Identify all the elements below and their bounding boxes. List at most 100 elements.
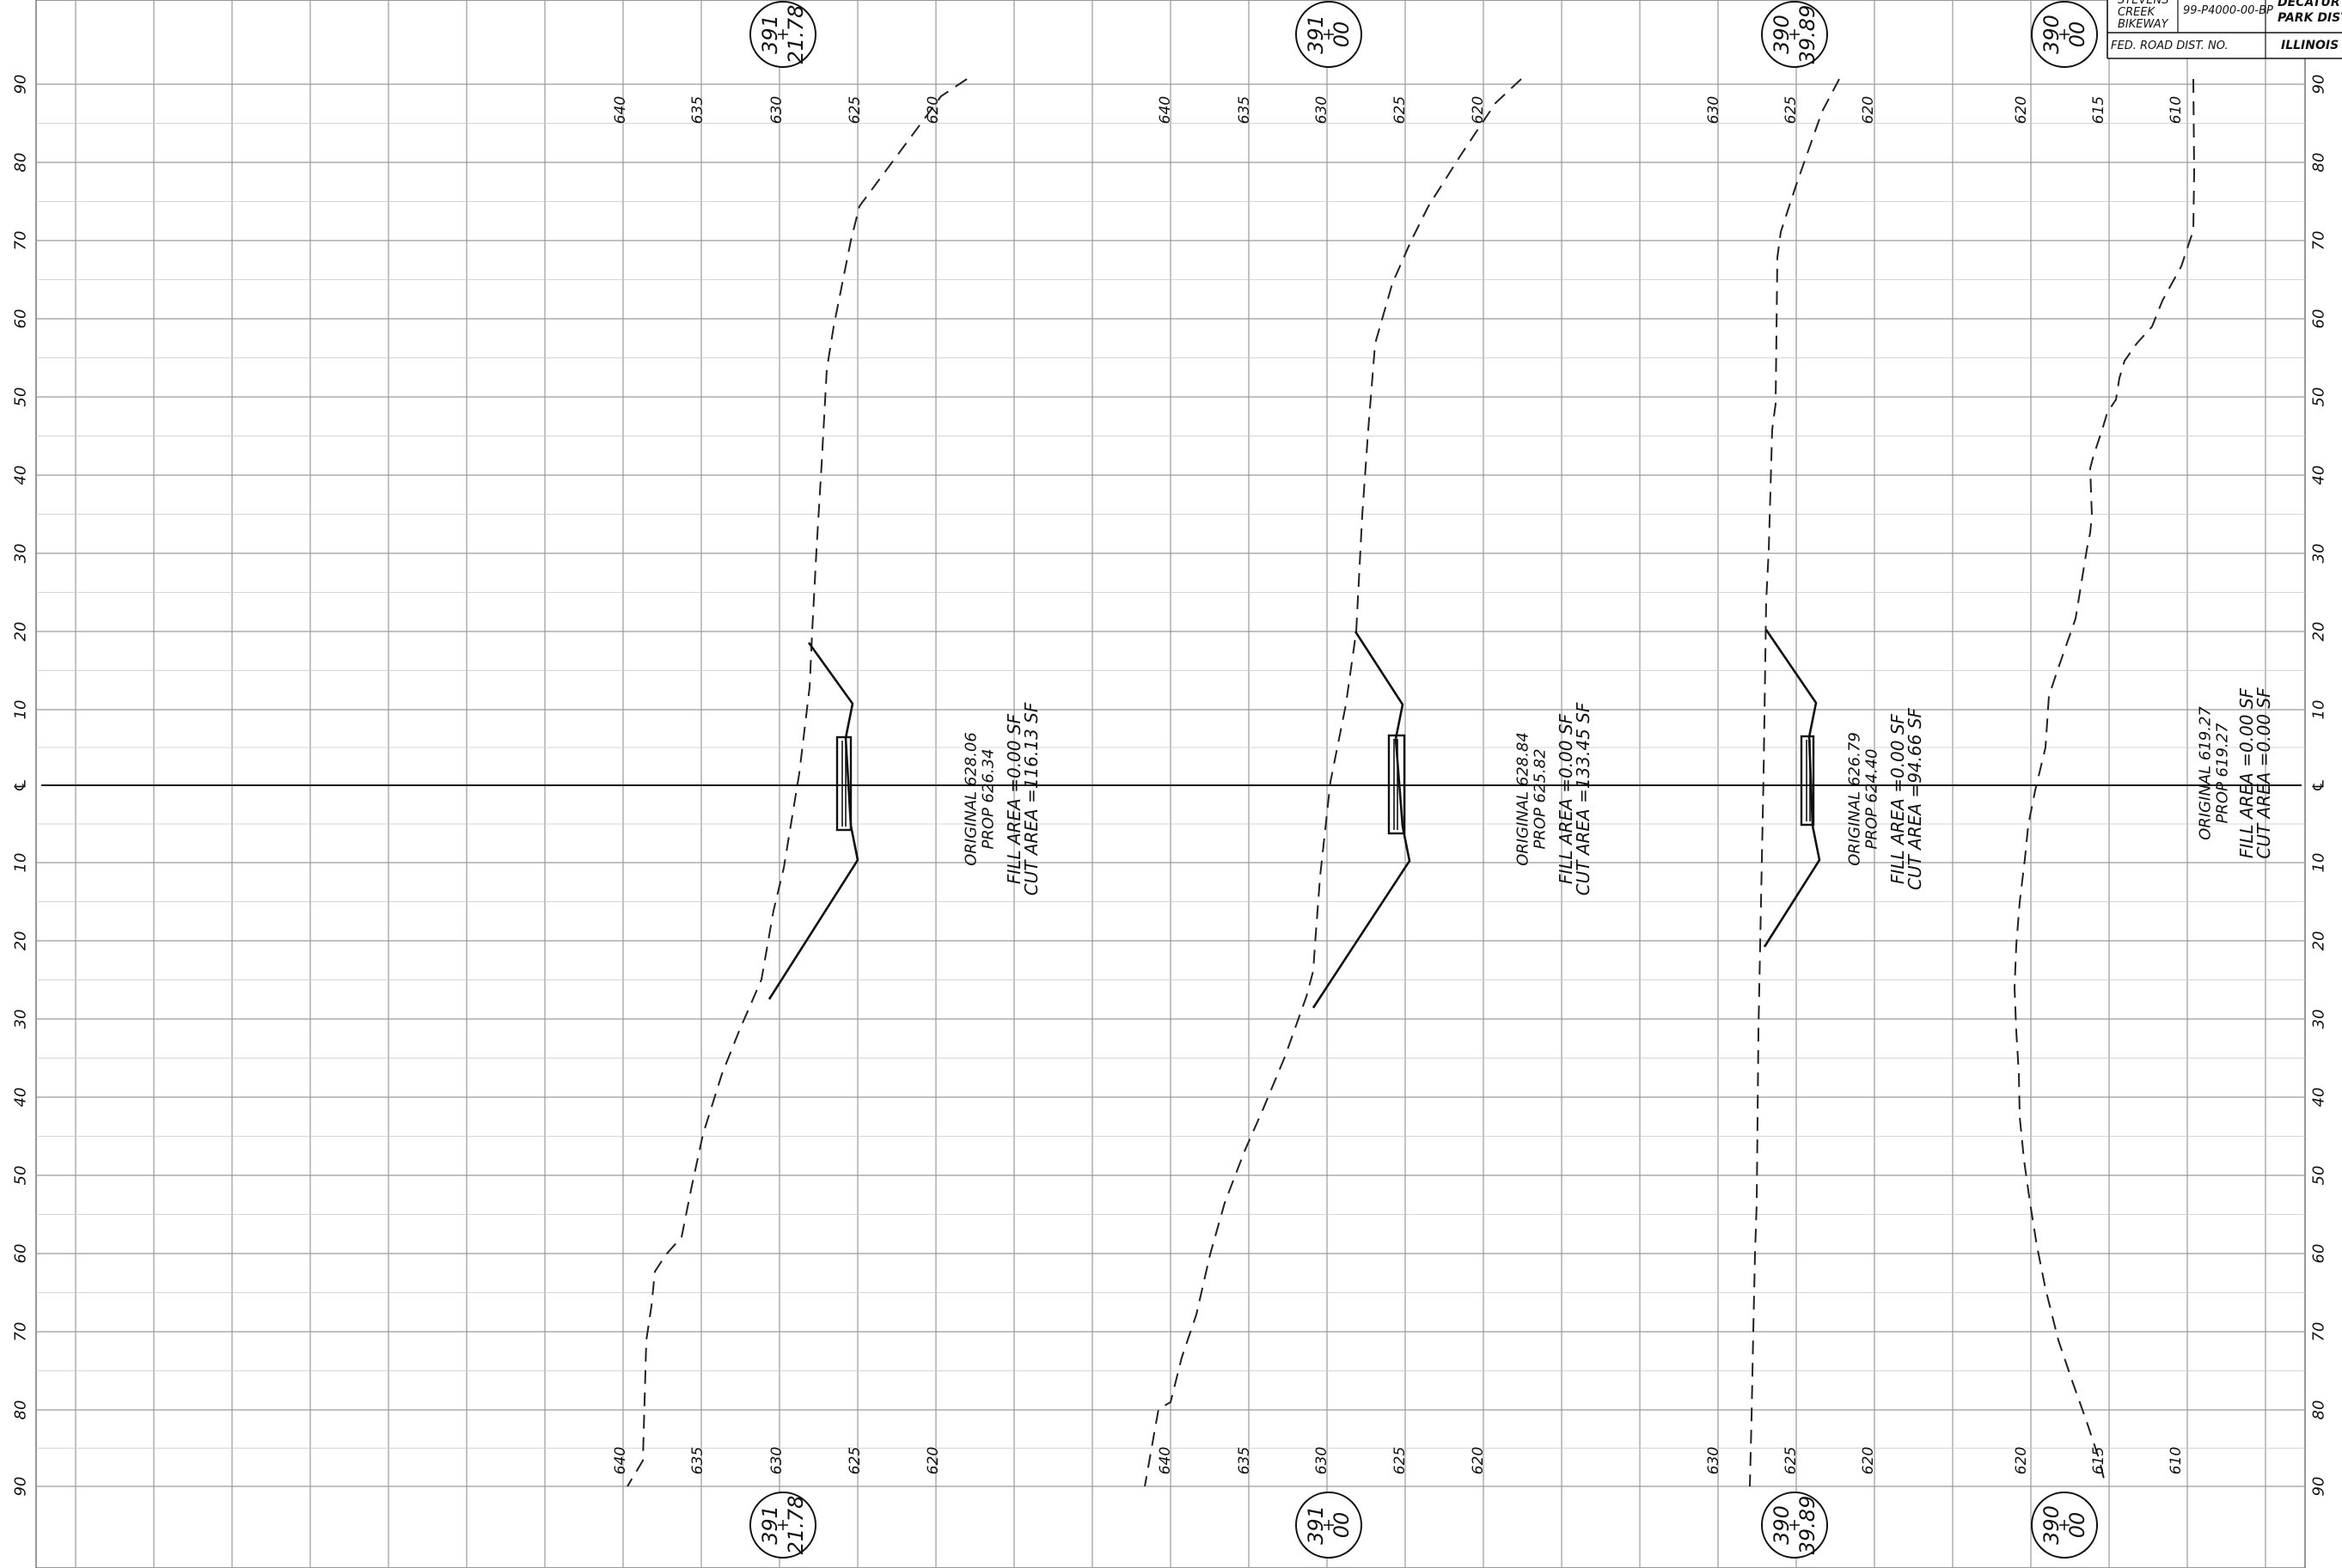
offset-label-left: 30 [12, 544, 30, 564]
title-agency-line1: DECATUR [2278, 0, 2340, 9]
offset-label-left: 20 [12, 622, 30, 642]
elevation-label-top-3: 630 [1705, 96, 1722, 124]
offset-label-left: 70 [12, 1322, 30, 1342]
station-bubble-bottom-4: 390 00 [2031, 1492, 2098, 1559]
prop-annotation-1: PROP 626.34 [980, 748, 998, 849]
original-annotation-2: ORIGINAL 628.84 [1514, 732, 1532, 866]
offset-label-right: 20 [2310, 622, 2328, 642]
station-bubble-top-2: 391 00 [1295, 1, 1362, 68]
title-agency-line2: PARK DIST [2278, 11, 2342, 25]
elevation-label-top-2: 635 [1236, 96, 1253, 124]
offset-label-left: 60 [12, 1244, 30, 1264]
elevation-label-bottom-3: 630 [1705, 1447, 1722, 1474]
proposed-sections [767, 629, 1821, 1009]
station-number: 390 [1770, 1505, 1794, 1545]
offset-label-left: 80 [12, 153, 30, 173]
station-plus: 21.78 [784, 1496, 808, 1555]
station-plus: 39.89 [1795, 5, 1819, 64]
elevation-label-bottom-2: 635 [1236, 1447, 1253, 1474]
title-project-line3: BIKEWAY [2118, 18, 2169, 31]
elevation-label-bottom-3: 620 [1860, 1447, 1877, 1474]
elevation-label-bottom-2: 640 [1157, 1447, 1174, 1474]
offset-label-left: 50 [12, 387, 30, 407]
ground-line-4 [2013, 78, 2196, 1487]
elevation-label-bottom-1: 625 [847, 1447, 864, 1474]
elevation-label-top-4: 620 [2013, 96, 2030, 124]
station-plus: 00 [2065, 1512, 2089, 1539]
offset-label-left: 10 [12, 853, 30, 873]
cut-annotation-1: CUT AREA =116.13 SF [1021, 702, 1042, 895]
elevation-label-bottom-4: 615 [2090, 1447, 2107, 1474]
offset-label-right: ℄ [2310, 778, 2328, 792]
title-project-line1: STEVENS [2118, 0, 2169, 7]
offset-label-left: 30 [12, 1010, 30, 1029]
station-bubble-top-3: 390 39.89 [1761, 1, 1828, 68]
offset-label-right: 10 [2310, 853, 2328, 873]
station-number: 390 [1770, 15, 1794, 54]
elevation-label-top-1: 625 [847, 96, 864, 124]
offset-label-right: 90 [2310, 1477, 2328, 1497]
elevation-label-top-2: 625 [1391, 96, 1409, 124]
offset-label-left: 80 [12, 1400, 30, 1420]
original-annotation-3: ORIGINAL 626.79 [1846, 732, 1864, 866]
offset-label-left: ℄ [12, 778, 30, 792]
offset-label-left: 10 [12, 700, 30, 720]
title-fed-road: FED. ROAD DIST. NO. [2111, 40, 2229, 52]
original-annotation-1: ORIGINAL 628.06 [963, 732, 981, 866]
station-bubble-bottom-1: 391 21.78 [749, 1492, 816, 1559]
offset-label-right: 60 [2310, 309, 2328, 329]
station-bubble-top-1: 391 21.78 [749, 1, 816, 68]
station-number: 391 [758, 1505, 782, 1545]
title-project-line2: CREEK [2118, 6, 2156, 19]
prop-annotation-4: PROP 619.27 [2214, 723, 2232, 824]
offset-label-right: 50 [2310, 387, 2328, 407]
offset-label-right: 70 [2310, 1322, 2328, 1342]
offset-label-left: 70 [12, 231, 30, 251]
elevation-label-bottom-1: 635 [689, 1447, 706, 1474]
offset-label-right: 70 [2310, 231, 2328, 251]
offset-label-left: 90 [12, 75, 30, 95]
elevation-label-top-2: 630 [1313, 96, 1330, 124]
elevation-label-top-3: 625 [1782, 96, 1800, 124]
cut-annotation-4: CUT AREA =0.00 SF [2253, 687, 2274, 859]
elevation-label-bottom-1: 640 [612, 1447, 629, 1474]
elevation-label-bottom-1: 630 [768, 1447, 786, 1474]
offset-label-right: 20 [2310, 931, 2328, 951]
fill-annotation-4: FILL AREA =0.00 SF [2236, 687, 2257, 858]
ground-profiles [627, 78, 2196, 1487]
elevation-label-bottom-4: 610 [2168, 1447, 2185, 1474]
station-number: 391 [1304, 1505, 1328, 1545]
elevation-label-top-2: 620 [1470, 96, 1487, 124]
offset-label-left: 60 [12, 309, 30, 329]
cut-annotation-3: CUT AREA =94.66 SF [1905, 708, 1925, 890]
offset-label-left: 90 [12, 1477, 30, 1497]
offset-label-left: 20 [12, 931, 30, 951]
offset-label-right: 90 [2310, 75, 2328, 95]
offset-label-right: 50 [2310, 1166, 2328, 1186]
offset-label-right: 60 [2310, 1244, 2328, 1264]
offset-label-right: 40 [2310, 1088, 2328, 1107]
elevation-label-bottom-2: 620 [1470, 1447, 1487, 1474]
offset-label-left: 40 [12, 1088, 30, 1107]
prop-annotation-2: PROP 625.82 [1532, 748, 1550, 849]
station-plus: 39.89 [1795, 1496, 1819, 1555]
title-contract-number: 99-P4000-00-BP [2183, 4, 2273, 17]
offset-label-right: 30 [2310, 1010, 2328, 1029]
elevation-label-top-4: 610 [2168, 96, 2185, 124]
offset-scales: 90 90 80 80 70 70 60 60 50 50 40 40 30 30 20 20 10 10 ℄ ℄ 10… [12, 75, 2328, 1497]
station-number: 391 [1304, 15, 1328, 54]
station-number: 390 [2039, 15, 2064, 54]
fill-annotation-1: FILL AREA =0.00 SF [1004, 713, 1024, 884]
grid [35, 0, 2306, 1568]
title-state: ILLINOIS [2281, 39, 2339, 52]
ground-line-2 [1144, 78, 1522, 1487]
elevation-label-top-1: 630 [768, 96, 786, 124]
original-annotation-4: ORIGINAL 619.27 [2197, 706, 2215, 840]
station-number: 391 [758, 15, 782, 54]
station-number: 390 [2039, 1505, 2064, 1545]
elevation-label-bottom-2: 625 [1391, 1447, 1409, 1474]
proposed-section-2 [1312, 631, 1411, 1009]
offset-label-right: 10 [2310, 700, 2328, 720]
